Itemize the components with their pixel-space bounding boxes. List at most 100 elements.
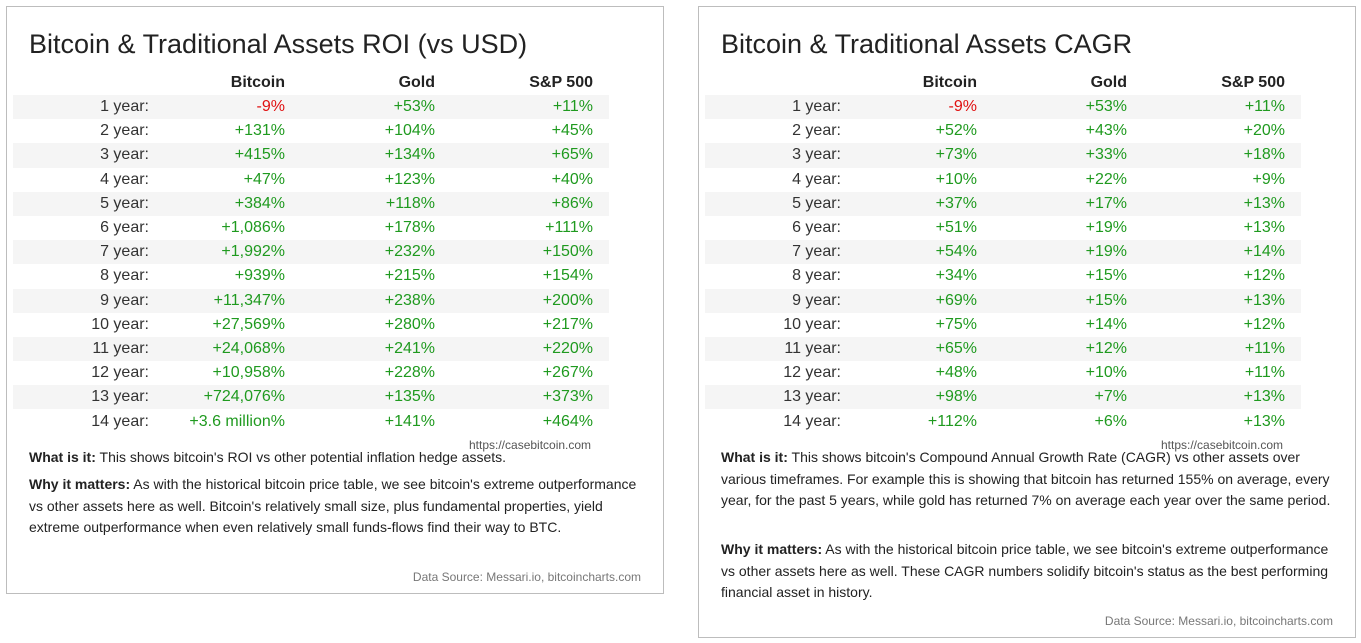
year-cell: 4 year:	[705, 168, 843, 192]
bitcoin-value: +3.6 million%	[189, 412, 285, 430]
sp500-column-header: S&P 500	[1221, 74, 1285, 91]
bitcoin-value: -9%	[151, 95, 301, 120]
year-cell: 10 year:	[13, 313, 151, 337]
table-row: 7 year: +54% +19% +14%	[705, 240, 1301, 265]
gold-value: +215%	[384, 267, 435, 285]
table-row: 9 year: +11,347% +238% +200%	[13, 288, 609, 313]
year-label: 4 year:	[100, 170, 149, 188]
bitcoin-value: +52%	[935, 122, 977, 140]
bitcoin-value: +54%	[843, 240, 993, 265]
year-label: 1 year:	[792, 98, 841, 116]
bitcoin-value: +724,076%	[151, 385, 301, 410]
gold-value: +178%	[384, 219, 435, 237]
sp500-value: +20%	[1243, 122, 1285, 140]
table-row: 12 year: +48% +10% +11%	[705, 361, 1301, 385]
year-label: 13 year:	[91, 388, 149, 406]
sp500-value: +13%	[1143, 288, 1301, 313]
year-label: 14 year:	[783, 412, 841, 430]
bitcoin-value: -9%	[843, 95, 993, 120]
bitcoin-value: +10,958%	[212, 364, 285, 382]
sp500-value: +13%	[1143, 191, 1301, 216]
cagr-why-label: Why it matters:	[721, 541, 823, 557]
sp500-value: +18%	[1143, 143, 1301, 168]
year-label: 6 year:	[100, 219, 149, 237]
table-row: 3 year: +73% +33% +18%	[705, 143, 1301, 168]
gold-value: +17%	[993, 191, 1143, 216]
year-cell: 14 year:	[705, 409, 843, 433]
sp500-value: +12%	[1243, 315, 1285, 333]
bitcoin-value: +51%	[935, 219, 977, 237]
table-row: 7 year: +1,992% +232% +150%	[13, 240, 609, 265]
table-row: 10 year: +75% +14% +12%	[705, 313, 1301, 337]
table-row: 9 year: +69% +15% +13%	[705, 288, 1301, 313]
year-label: 7 year:	[100, 243, 149, 261]
gold-value: +228%	[384, 364, 435, 382]
table-row: 12 year: +10,958% +228% +267%	[13, 361, 609, 385]
bitcoin-value: +75%	[935, 315, 977, 333]
roi-title: Bitcoin & Traditional Assets ROI (vs USD…	[29, 29, 528, 59]
table-row: 1 year: -9% +53% +11%	[13, 95, 609, 120]
year-cell: 2 year:	[705, 119, 843, 143]
sp500-value: +13%	[1243, 219, 1285, 237]
bitcoin-value: +98%	[843, 385, 993, 410]
table-row: 1 year: -9% +53% +11%	[705, 95, 1301, 120]
bitcoin-value: +37%	[843, 191, 993, 216]
sp500-value: +11%	[1143, 95, 1301, 120]
bitcoin-value: +1,086%	[221, 219, 285, 237]
table-row: 2 year: +131% +104% +45%	[13, 119, 609, 143]
bitcoin-value: +65%	[843, 336, 993, 362]
sp500-value: +13%	[1243, 412, 1285, 430]
year-cell: 10 year:	[705, 313, 843, 337]
gold-value: +141%	[384, 412, 435, 430]
year-label: 9 year:	[100, 291, 149, 309]
year-label: 11 year:	[92, 339, 149, 357]
year-label: 5 year:	[792, 194, 841, 212]
year-label: 10 year:	[783, 315, 841, 333]
table-row: 11 year: +24,068% +241% +220%	[13, 336, 609, 362]
gold-value: +12%	[993, 336, 1143, 362]
roi-data-source: Data Source: Messari.io, bitcoincharts.c…	[412, 570, 641, 584]
gold-value: +14%	[1085, 315, 1127, 333]
roi-why-text: As with the historical bitcoin price tab…	[29, 476, 637, 536]
sp500-value: +154%	[542, 267, 593, 285]
year-cell: 6 year:	[705, 216, 843, 240]
bitcoin-value: +24,068%	[151, 336, 301, 362]
table-row: 4 year: +47% +123% +40%	[13, 168, 609, 192]
gold-value: +33%	[993, 143, 1143, 168]
year-cell: 8 year:	[705, 264, 843, 288]
bitcoin-value: +27,569%	[212, 315, 285, 333]
roi-table: Bitcoin Gold S&P 500 1 year: -9% +53% +11% 2…	[13, 71, 609, 434]
sp500-value: +14%	[1143, 240, 1301, 265]
year-label: 1 year:	[100, 98, 149, 116]
year-column-header	[705, 71, 843, 95]
year-cell: 2 year:	[13, 119, 151, 143]
sp500-value: +220%	[451, 336, 609, 362]
gold-column-header: Gold	[1090, 74, 1127, 91]
year-cell: 14 year:	[13, 409, 151, 433]
year-label: 6 year:	[792, 219, 841, 237]
gold-value: +134%	[301, 143, 451, 168]
sp500-value: +464%	[542, 412, 593, 430]
cagr-table-body: 1 year: -9% +53% +11% 2 year: +52% +43% +20% 3 y…	[705, 95, 1301, 434]
roi-why-label: Why it matters:	[29, 476, 131, 492]
year-cell: 9 year:	[705, 288, 843, 313]
bitcoin-value: +939%	[234, 267, 285, 285]
year-label: 8 year:	[100, 267, 149, 285]
bitcoin-value: +131%	[234, 122, 285, 140]
year-label: 3 year:	[100, 146, 149, 164]
year-label: 4 year:	[792, 170, 841, 188]
year-label: 8 year:	[792, 267, 841, 285]
sp500-value: +111%	[545, 219, 593, 237]
table-row: 5 year: +37% +17% +13%	[705, 191, 1301, 216]
roi-what-text: This shows bitcoin's ROI vs other potent…	[95, 449, 507, 465]
year-label: 12 year:	[783, 364, 841, 382]
cagr-data-source: Data Source: Messari.io, bitcoincharts.c…	[1104, 614, 1333, 628]
gold-value: +53%	[301, 95, 451, 120]
bitcoin-value: +34%	[935, 267, 977, 285]
year-cell: 3 year:	[13, 143, 151, 168]
sp500-value: +217%	[542, 315, 593, 333]
gold-value: +19%	[1085, 219, 1127, 237]
gold-value: +241%	[301, 336, 451, 362]
year-cell: 7 year:	[705, 240, 843, 265]
year-column-header	[13, 71, 151, 95]
